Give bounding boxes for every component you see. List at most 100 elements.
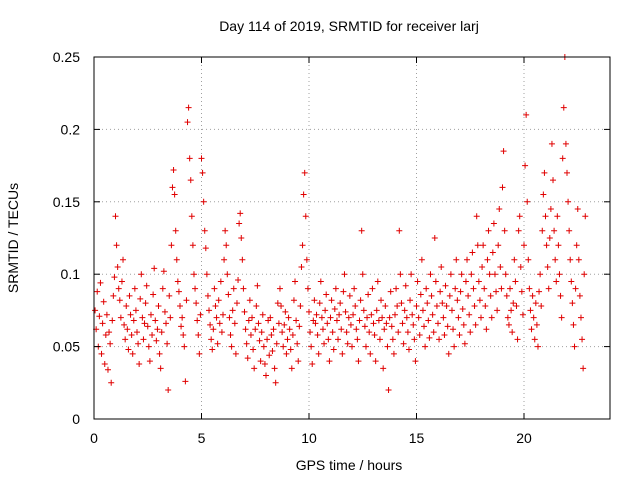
data-point <box>398 300 405 307</box>
data-point <box>163 320 170 327</box>
data-point <box>555 242 562 249</box>
data-point <box>283 350 290 357</box>
data-point <box>218 329 225 336</box>
data-point <box>285 314 292 321</box>
data-point <box>254 282 261 289</box>
data-point <box>306 308 312 315</box>
data-point <box>496 206 503 213</box>
data-point <box>328 297 335 304</box>
data-point <box>315 350 322 357</box>
data-point <box>136 360 143 367</box>
data-point <box>500 148 507 155</box>
data-point <box>104 366 111 373</box>
data-point <box>390 350 397 357</box>
data-point <box>354 336 361 343</box>
data-point <box>502 271 509 278</box>
data-point <box>149 332 156 339</box>
data-point <box>144 323 151 330</box>
data-point <box>294 340 301 347</box>
data-point <box>123 303 130 310</box>
data-point <box>432 278 439 285</box>
data-point <box>512 278 519 285</box>
data-point <box>403 314 410 321</box>
x-tick-label: 0 <box>90 430 98 446</box>
data-point <box>543 242 550 249</box>
data-point <box>384 343 391 350</box>
data-point <box>161 308 168 315</box>
data-point <box>415 314 422 321</box>
data-point <box>109 317 116 324</box>
data-point <box>498 285 505 292</box>
data-point <box>351 285 358 292</box>
data-point <box>407 297 414 304</box>
data-point <box>131 285 138 292</box>
data-point <box>211 285 218 292</box>
data-point <box>347 321 354 328</box>
data-point <box>401 307 408 314</box>
data-point <box>259 311 266 318</box>
data-point <box>197 311 204 318</box>
data-point <box>171 191 178 198</box>
data-point <box>92 307 99 314</box>
data-point <box>461 340 468 347</box>
data-point <box>486 271 493 278</box>
data-point <box>490 220 497 227</box>
data-point <box>426 334 433 341</box>
data-point <box>120 256 127 263</box>
data-point <box>566 227 573 234</box>
data-point <box>216 320 223 327</box>
data-point <box>316 300 323 307</box>
data-point <box>362 343 369 350</box>
data-point <box>118 278 125 285</box>
data-point <box>139 314 146 321</box>
data-point <box>100 298 107 305</box>
data-point <box>200 198 207 205</box>
data-point <box>164 340 171 347</box>
data-point <box>526 285 533 292</box>
data-point <box>314 332 321 339</box>
data-point <box>121 321 128 328</box>
data-point <box>114 263 121 270</box>
data-point <box>159 285 166 292</box>
data-point <box>338 326 345 333</box>
grid-lines <box>94 57 610 419</box>
data-point <box>450 326 457 333</box>
data-point <box>387 288 394 295</box>
data-point <box>224 271 231 278</box>
data-point <box>111 274 118 281</box>
data-point <box>290 297 297 304</box>
data-point <box>473 213 480 220</box>
data-point <box>524 198 531 205</box>
data-point <box>178 323 185 330</box>
data-point <box>190 271 197 278</box>
data-point <box>476 297 483 304</box>
data-point <box>242 326 249 333</box>
data-point <box>246 297 253 304</box>
data-point <box>540 191 547 198</box>
data-point <box>574 206 581 213</box>
data-point <box>469 249 476 256</box>
data-point <box>343 329 350 336</box>
data-point <box>375 317 382 324</box>
x-axis-label: GPS time / hours <box>296 457 403 473</box>
plot-frame <box>93 56 611 420</box>
data-points <box>92 54 589 394</box>
data-point <box>399 320 406 327</box>
data-point <box>117 314 124 321</box>
data-point <box>474 242 481 249</box>
data-point <box>256 337 263 344</box>
data-point <box>418 256 425 263</box>
y-tick-label: 0.05 <box>53 339 80 355</box>
data-point <box>209 346 216 353</box>
data-point <box>546 235 553 241</box>
data-point <box>278 303 285 310</box>
data-point <box>424 300 431 307</box>
data-point <box>383 320 390 327</box>
data-point <box>350 311 357 318</box>
data-point <box>423 285 430 292</box>
data-point <box>151 265 158 272</box>
data-point <box>293 317 300 324</box>
data-point <box>519 311 526 318</box>
data-point <box>541 169 548 176</box>
data-point <box>125 346 132 353</box>
